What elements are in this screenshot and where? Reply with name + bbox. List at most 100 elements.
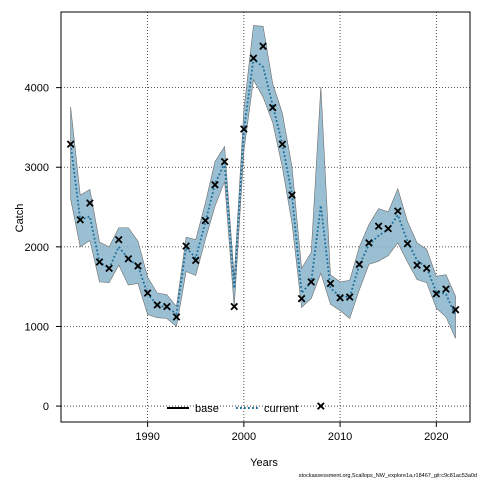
y-tick-label: 3000 — [25, 162, 49, 174]
observed-point — [259, 42, 267, 51]
observed-point — [201, 216, 210, 225]
y-axis-title: Catch — [14, 204, 26, 233]
y-tick-label: 2000 — [25, 242, 49, 254]
observed-point-x-mark — [211, 180, 219, 189]
observed-point-x-mark — [86, 199, 94, 207]
y-tick-label: 0 — [43, 401, 49, 413]
observed-point — [393, 207, 402, 215]
observed-point — [66, 140, 75, 148]
observed-point — [114, 235, 123, 244]
observed-point — [345, 293, 354, 301]
observed-point — [307, 278, 316, 286]
observed-point — [163, 302, 171, 311]
observed-point — [182, 242, 190, 250]
observed-point-x-mark — [278, 140, 287, 148]
observed-point-x-mark — [153, 301, 162, 309]
observed-point-x-mark — [365, 239, 373, 247]
observed-point — [240, 125, 248, 133]
observed-point — [326, 279, 335, 288]
observed-point — [451, 305, 460, 314]
observed-point — [297, 294, 306, 303]
observed-point-x-mark — [191, 256, 200, 265]
observed-point — [384, 224, 393, 233]
current-series-line — [69, 57, 457, 317]
observed-point-x-mark — [249, 54, 258, 63]
x-tick-label: 2020 — [424, 431, 448, 443]
observed-point — [355, 260, 364, 269]
observed-point-x-mark — [326, 279, 335, 288]
observed-point-x-mark — [432, 289, 441, 298]
current-confidence-band — [70, 25, 456, 339]
observed-point — [413, 261, 421, 270]
plot-frame — [60, 11, 471, 423]
observed-point-x-mark — [422, 264, 431, 273]
observed-point-x-mark — [345, 293, 354, 301]
observed-point — [105, 264, 113, 273]
legend-current-label: current — [264, 403, 298, 415]
observed-point — [134, 262, 142, 270]
y-tick-label: 4000 — [25, 83, 49, 95]
observed-point-x-mark — [105, 264, 113, 273]
observed-point — [191, 256, 200, 265]
observed-point — [365, 239, 373, 247]
observed-point-x-mark — [240, 125, 248, 133]
x-tick-label: 2010 — [328, 431, 352, 443]
observed-point — [316, 402, 325, 410]
observed-point-x-mark — [336, 293, 344, 302]
observed-point-x-mark — [442, 285, 450, 293]
observed-point-x-mark — [220, 157, 229, 166]
observed-point-x-mark — [95, 258, 104, 266]
observed-point — [432, 289, 441, 298]
axis-ticks: 1990 2000 2010 2020 0 1000 2000 3000 4000 — [25, 83, 449, 443]
observed-points — [66, 42, 460, 410]
observed-point — [76, 215, 85, 224]
observed-point — [336, 293, 344, 302]
observed-point — [268, 103, 277, 112]
observed-point-x-mark — [114, 235, 123, 244]
observed-point-x-mark — [393, 207, 402, 215]
observed-point-x-mark — [124, 254, 133, 263]
legend: base current — [167, 403, 298, 415]
observed-point — [278, 140, 287, 148]
x-axis-title: Years — [250, 457, 278, 469]
x-tick-label: 1990 — [135, 431, 159, 443]
observed-point — [249, 54, 258, 63]
observed-point-x-mark — [413, 261, 421, 270]
observed-point — [86, 199, 94, 207]
observed-point-x-mark — [374, 222, 383, 230]
observed-point — [143, 289, 152, 297]
observed-point-x-mark — [355, 260, 364, 269]
observed-point-x-mark — [403, 239, 412, 248]
observed-point-x-mark — [134, 262, 142, 270]
y-tick-label: 1000 — [25, 321, 49, 333]
observed-point — [422, 264, 431, 273]
observed-point-x-mark — [143, 289, 152, 297]
observed-point-x-mark — [172, 313, 181, 321]
observed-point — [211, 180, 219, 189]
observed-point-x-mark — [451, 305, 460, 314]
observed-point-x-mark — [182, 242, 190, 250]
observed-point-x-mark — [307, 278, 316, 286]
observed-point-x-mark — [163, 302, 171, 311]
observed-point-x-mark — [384, 224, 393, 233]
observed-point — [153, 301, 162, 309]
observed-point-x-mark — [316, 402, 325, 410]
observed-point-x-mark — [230, 302, 239, 311]
observed-point-x-mark — [201, 216, 210, 225]
observed-point — [288, 191, 296, 199]
observed-point — [124, 254, 133, 263]
observed-point — [172, 313, 181, 321]
observed-point — [374, 222, 383, 230]
observed-point — [230, 302, 239, 311]
observed-point-x-mark — [259, 42, 267, 51]
observed-point-x-mark — [297, 294, 306, 303]
observed-point-x-mark — [66, 140, 75, 148]
x-tick-label: 2000 — [232, 431, 256, 443]
observed-point — [442, 285, 450, 293]
observed-point-x-mark — [288, 191, 296, 199]
observed-point — [403, 239, 412, 248]
legend-base-label: base — [195, 403, 219, 415]
observed-point — [220, 157, 229, 166]
observed-point — [95, 258, 104, 266]
